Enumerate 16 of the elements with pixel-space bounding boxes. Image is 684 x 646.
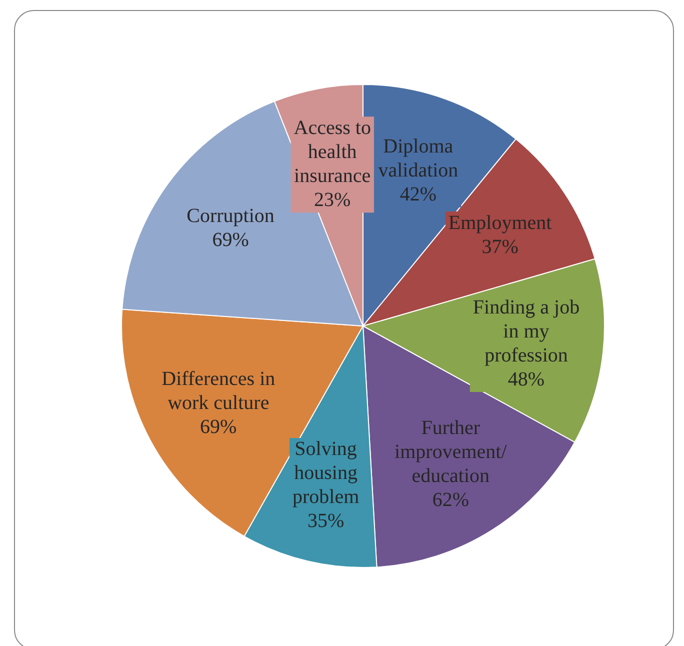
data-label: 42% — [400, 184, 437, 206]
data-label: 69% — [212, 229, 249, 252]
data-label: 35% — [307, 510, 344, 532]
data-label: 62% — [432, 489, 469, 512]
slice-label: Solving housing problem — [292, 438, 360, 508]
slice-label: Differences in work culture — [162, 368, 276, 414]
data-label: 37% — [482, 236, 518, 258]
data-label: 23% — [314, 188, 351, 211]
data-label: 69% — [200, 416, 237, 438]
slice-label: Diploma validation — [378, 136, 458, 182]
slice-label: Access to health insurance — [294, 116, 371, 187]
slice-label: Employment — [448, 212, 552, 234]
slice-label: Corruption — [186, 205, 274, 228]
data-label: 48% — [508, 368, 545, 390]
slice-label: Further improvement/ education — [394, 417, 508, 488]
slice-label: Finding a job in my profession — [472, 296, 580, 366]
